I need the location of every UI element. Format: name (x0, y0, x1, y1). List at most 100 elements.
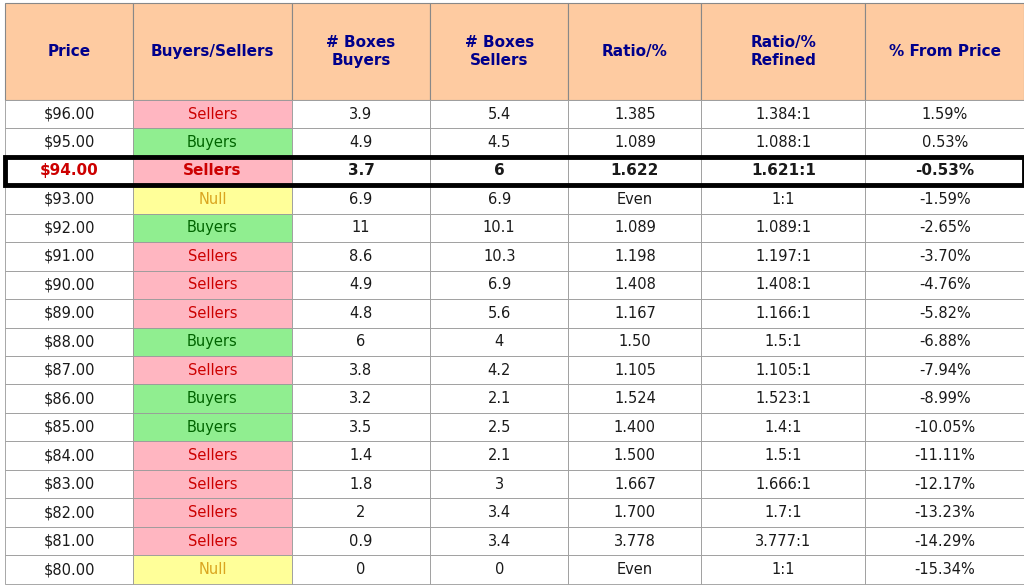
Text: 1.500: 1.500 (613, 448, 656, 463)
FancyBboxPatch shape (701, 441, 865, 470)
FancyBboxPatch shape (292, 555, 430, 583)
FancyBboxPatch shape (133, 470, 292, 498)
FancyBboxPatch shape (701, 299, 865, 328)
FancyBboxPatch shape (292, 413, 430, 441)
FancyBboxPatch shape (430, 413, 568, 441)
FancyBboxPatch shape (292, 129, 430, 157)
Text: % From Price: % From Price (889, 44, 1000, 59)
FancyBboxPatch shape (5, 413, 133, 441)
Text: # Boxes
Sellers: # Boxes Sellers (465, 35, 534, 68)
FancyBboxPatch shape (5, 527, 133, 555)
FancyBboxPatch shape (865, 271, 1024, 299)
Text: 2.1: 2.1 (487, 448, 511, 463)
FancyBboxPatch shape (133, 555, 292, 583)
FancyBboxPatch shape (5, 498, 133, 527)
Text: 0: 0 (495, 562, 504, 577)
FancyBboxPatch shape (5, 242, 133, 271)
FancyBboxPatch shape (430, 157, 568, 185)
FancyBboxPatch shape (5, 157, 133, 185)
FancyBboxPatch shape (5, 100, 133, 129)
Text: Sellers: Sellers (187, 249, 238, 264)
Text: 6.9: 6.9 (349, 192, 373, 207)
Text: -2.65%: -2.65% (919, 220, 971, 235)
FancyBboxPatch shape (133, 413, 292, 441)
FancyBboxPatch shape (5, 470, 133, 498)
Text: 1.621:1: 1.621:1 (751, 163, 816, 178)
Text: -7.94%: -7.94% (919, 363, 971, 378)
Text: $96.00: $96.00 (43, 106, 95, 122)
Text: 1.8: 1.8 (349, 477, 373, 492)
Text: Sellers: Sellers (187, 277, 238, 292)
Text: $93.00: $93.00 (43, 192, 95, 207)
Text: 1.5:1: 1.5:1 (765, 448, 802, 463)
FancyBboxPatch shape (430, 129, 568, 157)
FancyBboxPatch shape (701, 328, 865, 356)
FancyBboxPatch shape (430, 242, 568, 271)
Text: -8.99%: -8.99% (919, 391, 971, 406)
Text: Sellers: Sellers (187, 363, 238, 378)
FancyBboxPatch shape (701, 129, 865, 157)
Text: -3.70%: -3.70% (919, 249, 971, 264)
FancyBboxPatch shape (701, 527, 865, 555)
FancyBboxPatch shape (5, 328, 133, 356)
FancyBboxPatch shape (865, 100, 1024, 129)
Text: Buyers: Buyers (187, 220, 238, 235)
Text: Sellers: Sellers (183, 163, 242, 178)
FancyBboxPatch shape (292, 441, 430, 470)
Text: 1.400: 1.400 (613, 420, 656, 435)
FancyBboxPatch shape (5, 185, 133, 214)
Text: 2.1: 2.1 (487, 391, 511, 406)
FancyBboxPatch shape (133, 356, 292, 384)
FancyBboxPatch shape (568, 384, 701, 413)
FancyBboxPatch shape (701, 214, 865, 242)
FancyBboxPatch shape (5, 441, 133, 470)
Text: 4.9: 4.9 (349, 135, 373, 150)
Text: 1.197:1: 1.197:1 (756, 249, 811, 264)
FancyBboxPatch shape (430, 271, 568, 299)
FancyBboxPatch shape (865, 413, 1024, 441)
Text: 3.8: 3.8 (349, 363, 373, 378)
Text: 1.622: 1.622 (610, 163, 659, 178)
Text: Buyers: Buyers (187, 391, 238, 406)
Text: $88.00: $88.00 (43, 334, 95, 349)
FancyBboxPatch shape (133, 384, 292, 413)
FancyBboxPatch shape (292, 271, 430, 299)
FancyBboxPatch shape (133, 214, 292, 242)
Text: 1.089: 1.089 (614, 135, 655, 150)
Text: Price: Price (47, 44, 91, 59)
Text: 1.198: 1.198 (614, 249, 655, 264)
Text: $89.00: $89.00 (43, 306, 95, 321)
Text: 1.666:1: 1.666:1 (756, 477, 811, 492)
FancyBboxPatch shape (5, 214, 133, 242)
Text: Even: Even (616, 562, 653, 577)
FancyBboxPatch shape (292, 299, 430, 328)
FancyBboxPatch shape (865, 356, 1024, 384)
FancyBboxPatch shape (133, 299, 292, 328)
Text: 6.9: 6.9 (487, 192, 511, 207)
FancyBboxPatch shape (292, 214, 430, 242)
Text: 0.53%: 0.53% (922, 135, 968, 150)
Text: -10.05%: -10.05% (914, 420, 975, 435)
FancyBboxPatch shape (701, 555, 865, 583)
FancyBboxPatch shape (430, 441, 568, 470)
FancyBboxPatch shape (568, 100, 701, 129)
Text: -6.88%: -6.88% (919, 334, 971, 349)
FancyBboxPatch shape (430, 555, 568, 583)
Text: 1.408:1: 1.408:1 (756, 277, 811, 292)
Text: Null: Null (199, 562, 226, 577)
FancyBboxPatch shape (430, 527, 568, 555)
FancyBboxPatch shape (865, 185, 1024, 214)
Text: $86.00: $86.00 (43, 391, 95, 406)
Text: $85.00: $85.00 (43, 420, 95, 435)
Text: $82.00: $82.00 (43, 505, 95, 520)
Text: 2: 2 (356, 505, 366, 520)
Text: 5.6: 5.6 (487, 306, 511, 321)
Text: $94.00: $94.00 (40, 163, 98, 178)
FancyBboxPatch shape (133, 328, 292, 356)
Text: 5.4: 5.4 (487, 106, 511, 122)
Text: 4.5: 4.5 (487, 135, 511, 150)
Text: $91.00: $91.00 (43, 249, 95, 264)
FancyBboxPatch shape (865, 527, 1024, 555)
Text: 6.9: 6.9 (487, 277, 511, 292)
Text: Ratio/%: Ratio/% (602, 44, 668, 59)
